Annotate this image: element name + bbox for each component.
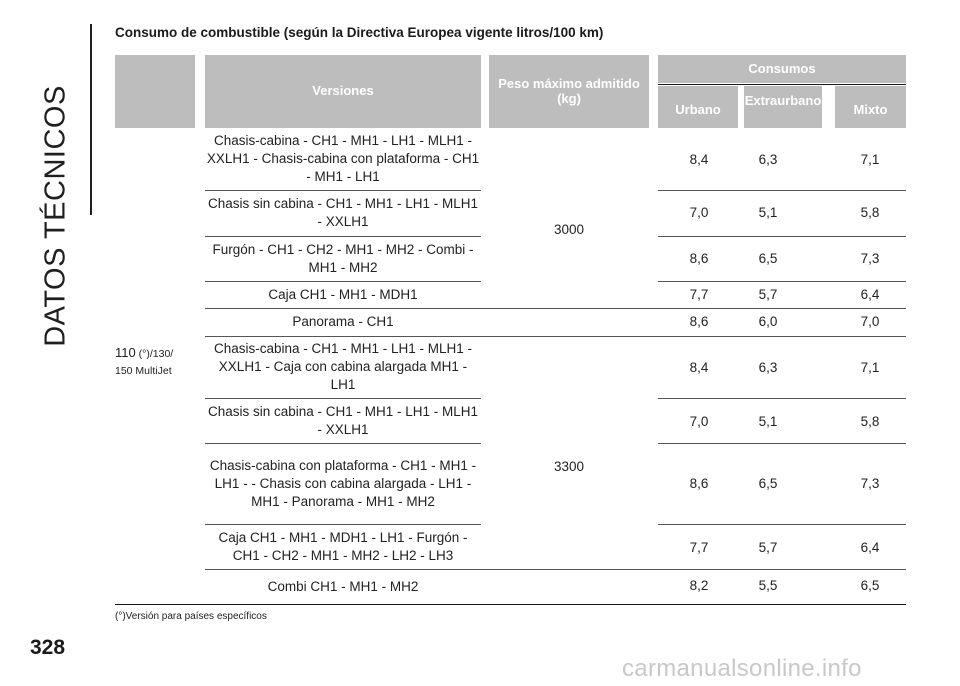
row-10-mixto: 6,5 [860, 578, 880, 593]
row-6-urbano: 8,4 [689, 360, 709, 375]
row-5-extraurbano: 6,0 [758, 314, 778, 329]
header-extraurbano: Extraurbano [744, 86, 822, 128]
row-divider [205, 524, 481, 525]
row-5-desc: Panorama - CH1 [292, 314, 394, 329]
row-4-mixto: 6,4 [860, 287, 880, 302]
row-7-extraurbano: 5,1 [758, 414, 778, 429]
header-peso: Peso máximo admitido (kg) [489, 55, 649, 128]
row-3-extraurbano: 6,5 [758, 251, 778, 266]
header-peso-label: Peso máximo admitido (kg) [498, 75, 640, 106]
row-divider [658, 281, 906, 282]
row-divider [205, 308, 906, 309]
row-7-mixto: 5,8 [860, 414, 880, 429]
row-4-urbano: 7,7 [689, 287, 709, 302]
header-versiones-label: Versiones [312, 83, 374, 99]
row-10-desc: Combi CH1 - MH1 - MH2 [267, 578, 419, 594]
table-bottom-rule [115, 604, 906, 605]
row-divider [205, 569, 906, 570]
row-10-urbano: 8,2 [689, 578, 709, 593]
header-urbano: Urbano [658, 86, 738, 128]
footnote: (°)Versión para países específicos [115, 611, 267, 622]
row-9-desc: Caja CH1 - MH1 - MDH1 - LH1 - Furgón - C… [218, 530, 468, 563]
header-mixto: Mixto [835, 86, 906, 128]
row-8-urbano: 8,6 [689, 476, 709, 491]
version-label: 110 (°)/130/ 150 MultiJet [115, 345, 205, 379]
row-9-mixto: 6,4 [860, 540, 880, 555]
version-mark: (°)/130/ [135, 348, 174, 360]
section-title-text: DATOS TÉCNICOS [39, 85, 72, 347]
page-number: 328 [30, 636, 66, 659]
row-3-desc: Furgón - CH1 - CH2 - MH1 - MH2 - Combi -… [212, 241, 474, 275]
version-main: 110 [115, 345, 136, 360]
header-extraurbano-label: Extraurbano [744, 93, 822, 108]
section-rule [90, 24, 92, 215]
row-5-urbano: 8,6 [689, 314, 709, 329]
row-4-extraurbano: 5,7 [758, 287, 778, 302]
header-consumos-label: Consumos [748, 60, 816, 76]
header-mixto-label: Mixto [853, 101, 888, 117]
row-divider [658, 190, 906, 191]
row-7-urbano: 7,0 [689, 414, 709, 429]
row-1-mixto: 7,1 [860, 152, 880, 167]
row-8-extraurbano: 6,5 [758, 476, 778, 491]
row-divider [205, 443, 481, 444]
header-blank-cell [115, 55, 195, 128]
row-divider [658, 398, 906, 399]
row-7-desc: Chasis sin cabina - CH1 - MH1 - LH1 - ML… [207, 404, 479, 437]
row-8-desc: Chasis-cabina con plataforma - CH1 - MH1… [209, 457, 477, 509]
row-1-urbano: 8,4 [689, 152, 709, 167]
row-divider [205, 398, 481, 399]
table-heading: Consumo de combustible (según la Directi… [115, 25, 604, 40]
row-2-urbano: 7,0 [689, 205, 709, 220]
header-versiones: Versiones [205, 55, 481, 128]
version-sub: 150 MultiJet [115, 365, 172, 377]
row-5-mixto: 7,0 [860, 314, 880, 329]
row-2-desc: Chasis sin cabina - CH1 - MH1 - LH1 - ML… [207, 196, 479, 229]
row-divider [205, 190, 481, 191]
row-divider [658, 524, 906, 525]
row-3-mixto: 7,3 [860, 251, 880, 266]
row-2-mixto: 5,8 [860, 205, 880, 220]
row-4-desc: Caja CH1 - MH1 - MDH1 [268, 287, 418, 302]
row-1-extraurbano: 6,3 [758, 152, 778, 167]
row-9-urbano: 7,7 [689, 540, 709, 555]
watermark-text: carmanualsonline.info [622, 655, 862, 682]
row-8-mixto: 7,3 [860, 476, 880, 491]
row-divider [658, 443, 906, 444]
row-3-urbano: 8,6 [689, 251, 709, 266]
peso-value-3000: 3000 [553, 222, 585, 237]
row-10-extraurbano: 5,5 [758, 578, 778, 593]
header-consumos-divider [658, 84, 906, 85]
row-1-desc: Chasis-cabina - CH1 - MH1 - LH1 - MLH1 -… [206, 133, 480, 184]
row-divider [205, 281, 481, 282]
row-divider [205, 336, 906, 337]
row-divider [205, 236, 481, 237]
row-2-extraurbano: 5,1 [758, 205, 778, 220]
header-urbano-label: Urbano [675, 101, 721, 117]
row-divider [658, 236, 906, 237]
header-consumos: Consumos [658, 55, 906, 83]
row-6-extraurbano: 6,3 [758, 360, 778, 375]
row-6-mixto: 7,1 [860, 360, 880, 375]
row-9-extraurbano: 5,7 [758, 540, 778, 555]
peso-value-3300: 3300 [553, 459, 585, 474]
row-6-desc: Chasis-cabina - CH1 - MH1 - LH1 - MLH1 -… [213, 341, 473, 392]
